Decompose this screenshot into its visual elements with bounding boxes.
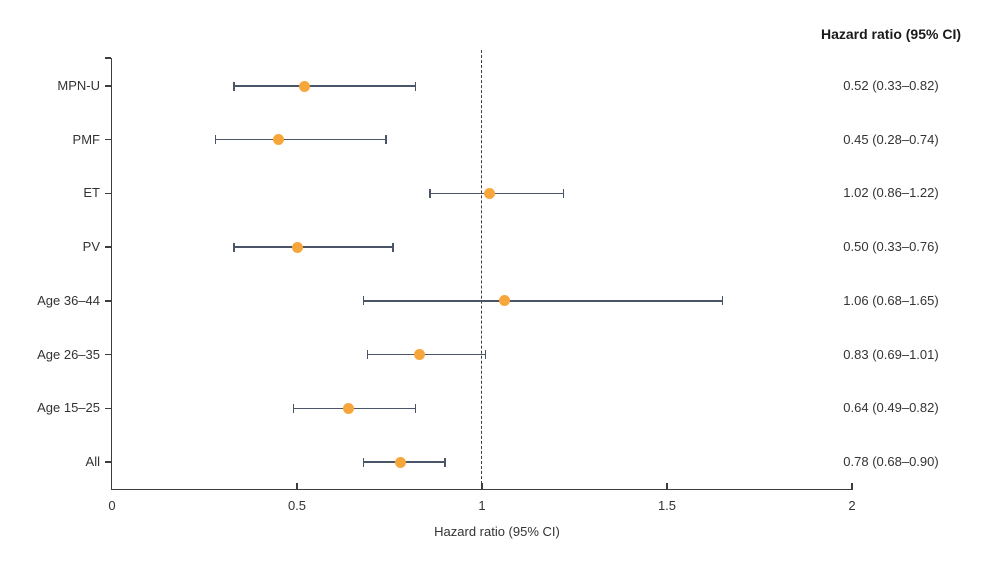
ci-cap-right <box>414 81 417 91</box>
ci-cap-right <box>484 350 487 360</box>
ci-cap-right <box>444 457 446 467</box>
ci-cap-left <box>366 350 369 360</box>
ci-cap-left <box>233 242 235 252</box>
ci-cap-right <box>392 242 394 252</box>
point-estimate-dot <box>395 456 407 468</box>
value-label: 0.64 (0.49–0.82) <box>843 400 939 416</box>
ci-cap-right <box>414 403 417 413</box>
ci-bar <box>234 85 416 87</box>
point-estimate-dot <box>483 187 495 199</box>
x-tick <box>851 482 853 489</box>
value-label: 1.06 (0.68–1.65) <box>843 292 939 308</box>
value-label: 0.52 (0.33–0.82) <box>843 78 939 93</box>
ci-bar <box>215 138 386 141</box>
x-tick-label: 0.5 <box>287 498 307 513</box>
point-estimate-dot <box>498 295 510 307</box>
y-tick <box>104 192 111 195</box>
ci-cap-left <box>429 188 431 198</box>
y-tick <box>104 407 111 410</box>
y-tick <box>104 353 111 356</box>
category-label: Age 26–35 <box>37 346 100 362</box>
ci-cap-right <box>721 296 724 306</box>
point-estimate-dot <box>291 241 303 253</box>
ci-bar <box>293 407 416 410</box>
ci-bar <box>430 192 564 195</box>
x-axis-title: Hazard ratio (95% CI) <box>434 524 560 539</box>
category-label: Age 15–25 <box>37 400 100 416</box>
reference-line <box>481 50 483 489</box>
x-tick-label: 1.5 <box>657 498 677 513</box>
category-label: MPN-U <box>57 78 100 93</box>
value-label: 0.45 (0.28–0.74) <box>843 131 939 147</box>
value-label: 0.50 (0.33–0.76) <box>843 239 939 255</box>
x-tick-label: 2 <box>848 498 856 513</box>
value-label: 1.02 (0.86–1.22) <box>843 185 939 201</box>
category-label: Age 36–44 <box>37 292 100 308</box>
x-tick-label: 1 <box>478 498 486 513</box>
point-estimate-dot <box>413 349 425 361</box>
y-tick <box>104 461 111 463</box>
y-tick <box>104 300 111 302</box>
y-tick <box>104 138 111 141</box>
category-label: PV <box>82 239 100 255</box>
ci-cap-left <box>362 457 365 467</box>
x-tick-label: 0 <box>108 498 116 513</box>
category-label: ET <box>83 185 100 201</box>
y-axis-line <box>110 58 113 490</box>
y-tick <box>104 246 111 248</box>
ci-cap-left <box>233 81 235 91</box>
ci-bar <box>234 246 394 248</box>
x-tick <box>296 482 298 489</box>
ci-cap-left <box>362 296 365 306</box>
point-estimate-dot <box>298 80 310 92</box>
ci-cap-right <box>562 188 565 198</box>
point-estimate-dot <box>273 134 284 146</box>
x-tick <box>666 482 668 489</box>
y-tick <box>104 85 111 87</box>
values-column-header: Hazard ratio (95% CI) <box>820 26 962 42</box>
x-axis-line <box>111 488 853 490</box>
point-estimate-dot <box>343 402 355 414</box>
ci-bar <box>363 300 723 302</box>
y-axis-end-tick <box>104 57 111 59</box>
ci-cap-right <box>385 135 387 145</box>
category-label: PMF <box>72 131 100 147</box>
category-label: All <box>85 454 100 469</box>
value-label: 0.83 (0.69–1.01) <box>843 346 939 362</box>
ci-cap-left <box>292 403 295 413</box>
ci-bar <box>367 353 486 356</box>
ci-cap-left <box>214 135 217 145</box>
value-label: 0.78 (0.68–0.90) <box>843 454 939 469</box>
